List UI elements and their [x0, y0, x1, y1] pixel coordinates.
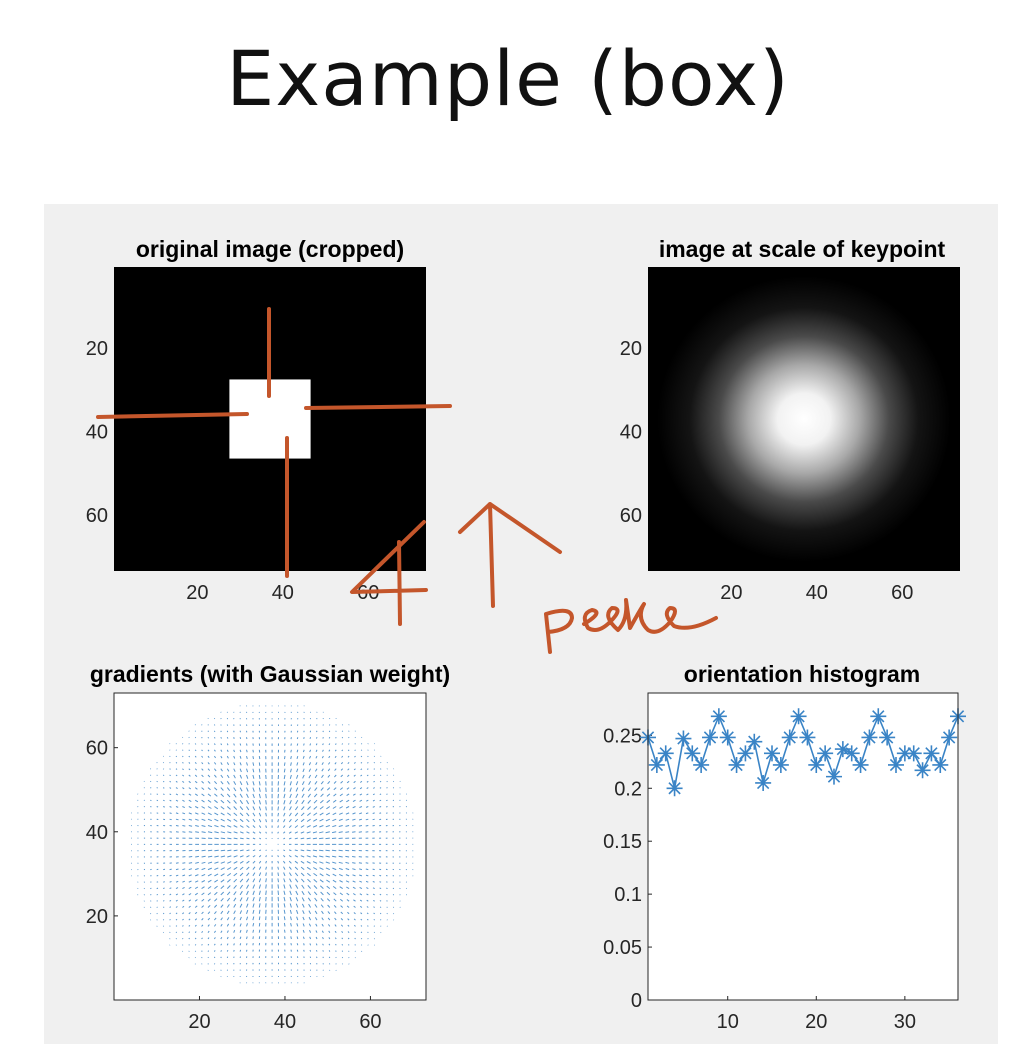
gradients-title: gradients (with Gaussian weight): [90, 661, 450, 687]
gradients-frame: [113, 692, 427, 1001]
ink-line-left: [96, 412, 249, 419]
chart-histogram: orientation histogram 10 20 30 0 0.05 0.1 0.15…: [603, 661, 966, 1033]
histogram-marker: [888, 756, 904, 773]
histogram-axes: [648, 693, 958, 1000]
ink-up-arrow: [458, 502, 562, 608]
histogram-marker: [905, 745, 922, 762]
gradients-ytick-label: 60: [86, 738, 108, 760]
original-xtick-label: 40: [272, 582, 294, 604]
handwritten-annotations: [96, 307, 718, 654]
gaussian-blob: [657, 276, 951, 562]
scaled-xtick-label: 20: [720, 582, 742, 604]
scaled-ytick-label: 40: [620, 421, 642, 443]
gradient-arrows: [131, 705, 414, 984]
histogram-xtick-label: 10: [717, 1011, 739, 1033]
histogram-marker: [728, 756, 745, 773]
histogram-xtick-label: 30: [894, 1011, 916, 1033]
original-ytick-label: 20: [86, 338, 108, 360]
histogram-marker: [719, 729, 736, 746]
gradients-xtick-label: 60: [359, 1011, 381, 1033]
histogram-marker: [870, 708, 887, 725]
histogram-marker: [896, 745, 913, 762]
histogram-xtick-label: 20: [805, 1011, 827, 1033]
histogram-marker: [852, 756, 869, 773]
scaled-title: image at scale of keypoint: [659, 236, 946, 262]
histogram-ytick-label: 0.15: [603, 831, 642, 853]
histogram-title: orientation histogram: [684, 661, 920, 687]
original-xtick-label: 20: [186, 582, 208, 604]
histogram-ytick-label: 0.25: [603, 725, 642, 747]
histogram-marker: [799, 729, 816, 746]
histogram-marker: [932, 756, 949, 773]
histogram-marker: [675, 730, 692, 747]
scaled-ytick-label: 60: [620, 505, 642, 527]
histogram-marker: [684, 745, 701, 762]
chart-scaled: image at scale of keypoint 20 40 60 20 40 60: [620, 236, 960, 604]
histogram-marker: [843, 745, 860, 762]
histogram-marker: [879, 729, 896, 746]
ink-handwriting-path: [544, 598, 718, 654]
gradients-xtick-label: 20: [188, 1011, 210, 1033]
histogram-marker: [755, 774, 772, 791]
histogram-marker: [702, 729, 718, 746]
ink-digit-four: [350, 520, 428, 626]
histogram-markers: [640, 708, 966, 797]
histogram-marker: [746, 733, 763, 750]
histogram-marker: [941, 729, 958, 746]
handwritten-word: peak: [44, 204, 47, 205]
ink-line-right: [304, 404, 452, 410]
histogram-marker: [923, 745, 940, 762]
histogram-frame: [647, 692, 959, 1001]
gradients-xtick-label: 40: [274, 1011, 296, 1033]
histogram-marker: [657, 745, 674, 762]
histogram-marker: [790, 708, 807, 725]
chart-gradients: gradients (with Gaussian weight) 20 40 60 2…: [86, 661, 450, 1033]
gradients-ytick-label: 40: [86, 822, 108, 844]
gradient-arrow-field: [131, 705, 414, 984]
histogram-marker: [648, 756, 665, 773]
original-ytick-label: 60: [86, 505, 108, 527]
histogram-marker: [666, 780, 683, 797]
histogram-marker: [764, 745, 780, 762]
histogram-marker: [826, 768, 842, 785]
gradients-ytick-label: 20: [86, 906, 108, 928]
gradients-axes: [114, 693, 426, 1000]
histogram-marker: [710, 708, 727, 725]
original-ytick-label: 40: [86, 421, 108, 443]
histogram-marker: [834, 741, 851, 758]
histogram-marker: [817, 745, 834, 762]
scaled-ytick-label: 20: [620, 338, 642, 360]
histogram-marker: [772, 756, 789, 773]
histogram-marker: [737, 745, 754, 762]
histogram-ytick-label: 0.1: [614, 884, 642, 906]
histogram-ytick-label: 0.2: [614, 778, 642, 800]
figure-canvas: original image (cropped) 20 40 60 20 40 60 im…: [44, 204, 966, 1033]
histogram-marker: [861, 729, 878, 746]
histogram-marker: [808, 756, 825, 773]
scaled-xtick-label: 60: [891, 582, 913, 604]
histogram-ytick-label: 0: [631, 990, 642, 1012]
histogram-marker: [914, 762, 931, 779]
histogram-marker: [693, 756, 710, 773]
scaled-xtick-label: 40: [806, 582, 828, 604]
slide-title: Example (box): [226, 34, 790, 123]
histogram-ytick-label: 0.05: [603, 937, 642, 959]
figure-panel: original image (cropped) 20 40 60 20 40 60 im…: [44, 204, 998, 1044]
histogram-marker: [781, 729, 798, 746]
original-title: original image (cropped): [136, 236, 404, 262]
